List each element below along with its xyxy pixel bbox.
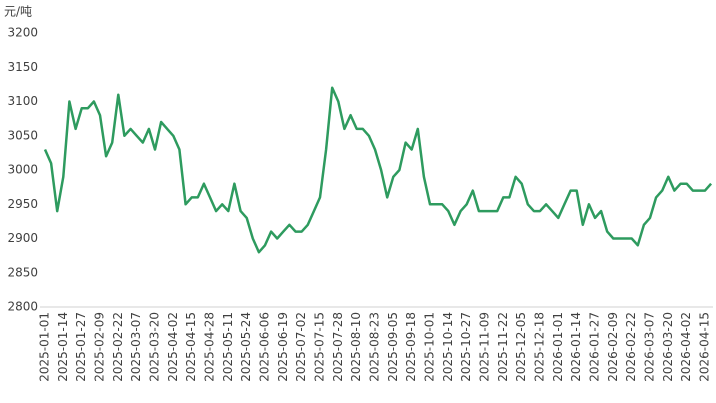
y-tick-label: 3050 — [7, 128, 38, 142]
x-tick-label: 2025-06-06 — [258, 312, 272, 382]
x-tick-label: 2025-10-14 — [441, 312, 455, 382]
y-tick-label: 2900 — [7, 231, 38, 245]
x-tick-label: 2026-02-22 — [624, 312, 638, 382]
x-tick-label: 2025-01-14 — [56, 312, 70, 382]
x-tick-label: 2025-02-09 — [93, 312, 107, 382]
x-tick-label: 2025-10-27 — [459, 312, 473, 382]
y-axis-label: 元/吨 — [4, 5, 32, 19]
x-tick-label: 2025-09-05 — [386, 312, 400, 382]
x-tick-label: 2025-02-22 — [111, 312, 125, 382]
x-tick-label: 2025-09-18 — [404, 312, 418, 382]
x-tick-label: 2026-02-09 — [606, 312, 620, 382]
x-tick-label: 2025-08-23 — [368, 312, 382, 382]
x-tick-label: 2025-07-28 — [331, 312, 345, 382]
x-tick-label: 2025-07-15 — [313, 312, 327, 382]
x-tick-label: 2025-07-02 — [294, 312, 308, 382]
x-tick-label: 2025-11-22 — [496, 312, 510, 382]
line-series — [43, 86, 713, 254]
x-tick-label: 2025-12-05 — [514, 312, 528, 382]
y-tick-label: 3100 — [7, 94, 38, 108]
x-tick-label: 2025-03-20 — [148, 312, 162, 382]
y-tick-label: 3150 — [7, 60, 38, 74]
x-tick-label: 2025-01-27 — [74, 312, 88, 382]
x-tick-label: 2026-01-01 — [551, 312, 565, 382]
x-tick-label: 2026-04-15 — [698, 312, 712, 382]
y-tick-label: 2800 — [7, 300, 38, 314]
x-tick-label: 2025-05-24 — [239, 312, 253, 382]
x-tick-label: 2025-04-28 — [203, 312, 217, 382]
x-tick-label: 2025-04-02 — [166, 312, 180, 382]
x-tick-label: 2025-12-18 — [533, 312, 547, 382]
y-tick-label: 2950 — [7, 197, 38, 211]
x-tick-label: 2025-05-11 — [221, 312, 235, 382]
x-tick-label: 2025-01-01 — [38, 312, 52, 382]
x-tick-label: 2025-08-10 — [349, 312, 363, 382]
x-tick-label: 2026-03-07 — [643, 312, 657, 382]
y-tick-label: 3200 — [7, 26, 38, 40]
x-tick-label: 2026-01-27 — [588, 312, 602, 382]
x-tick-label: 2026-04-02 — [679, 312, 693, 382]
x-tick-label: 2025-06-19 — [276, 312, 290, 382]
y-tick-label: 2850 — [7, 265, 38, 279]
x-tick-label: 2025-04-15 — [184, 312, 198, 382]
x-tick-label: 2025-10-01 — [423, 312, 437, 382]
x-tick-label: 2026-01-14 — [569, 312, 583, 382]
x-tick-label: 2026-03-20 — [661, 312, 675, 382]
x-tick-label: 2025-03-07 — [129, 312, 143, 382]
y-tick-label: 3000 — [7, 163, 38, 177]
x-tick-label: 2025-11-09 — [478, 312, 492, 382]
